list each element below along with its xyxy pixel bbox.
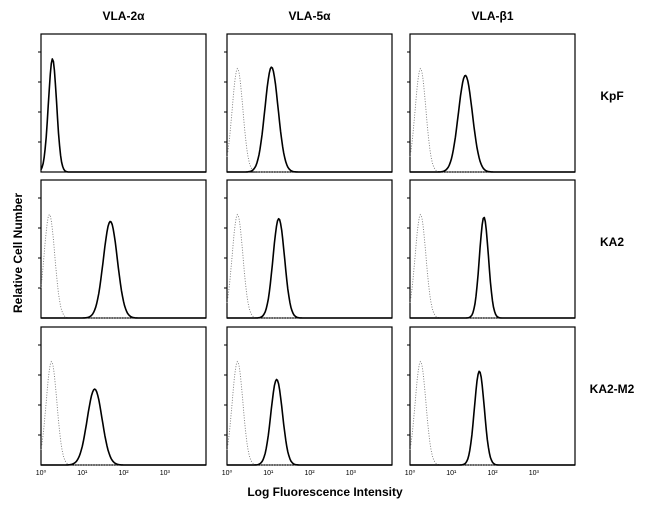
panel-frame xyxy=(409,33,576,173)
stained-histogram xyxy=(410,74,575,173)
x-tick-label: 10¹ xyxy=(263,470,274,477)
stained-histogram xyxy=(410,216,575,319)
panel-ka2-vla-1 xyxy=(407,179,576,319)
panel-ka2-vla-5 xyxy=(224,179,393,319)
x-tick-label: 10² xyxy=(487,470,498,477)
panel-frame xyxy=(40,326,207,466)
stained-histogram xyxy=(40,58,206,173)
row-labels: KpF KA2 KA2-M2 xyxy=(590,89,635,396)
panel-ka2-m2-vla-5 xyxy=(224,326,393,466)
panel-frame xyxy=(226,33,393,173)
column-titles: VLA-2α VLA-5α VLA-β1 xyxy=(102,9,513,23)
x-tick-label: 10¹ xyxy=(446,470,457,477)
panel-frame xyxy=(40,179,207,319)
x-tick-label: 10⁰ xyxy=(222,469,233,477)
control-histogram xyxy=(409,360,575,466)
panel-frame xyxy=(226,326,393,466)
row-label-kpf: KpF xyxy=(600,89,623,103)
panel-ka2-m2-vla-1 xyxy=(407,326,576,466)
stained-histogram xyxy=(227,378,392,466)
column-title-vla-1: VLA-β1 xyxy=(472,9,514,23)
x-tick-label: 10³ xyxy=(346,470,357,477)
panel-kpf-vla-5 xyxy=(224,33,393,173)
x-tick-labels: 10⁰ 10¹ 10² 10³ 10⁰ 10¹ 10² 10³ 10⁰ 10¹ 10² 10³ xyxy=(36,469,540,477)
y-axis-title: Relative Cell Number xyxy=(11,193,25,313)
stained-histogram xyxy=(227,217,392,319)
x-tick-label: 10² xyxy=(118,470,129,477)
column-title-vla-2: VLA-2α xyxy=(102,9,145,23)
stained-histogram xyxy=(41,388,206,466)
x-tick-label: 10³ xyxy=(160,470,171,477)
row-label-ka2-m2: KA2-M2 xyxy=(590,382,635,396)
x-tick-label: 10⁰ xyxy=(36,469,47,477)
panel-grid xyxy=(38,33,576,466)
x-tick-label: 10¹ xyxy=(77,470,88,477)
panel-frame xyxy=(40,33,207,173)
panel-kpf-vla-2 xyxy=(38,33,207,173)
control-histogram xyxy=(226,67,392,173)
panel-frame xyxy=(409,326,576,466)
x-tick-label: 10⁰ xyxy=(405,469,416,477)
control-histogram xyxy=(226,213,392,319)
panel-ka2-m2-vla-2 xyxy=(38,326,207,466)
x-axis-title: Log Fluorescence Intensity xyxy=(247,485,403,499)
x-tick-label: 10³ xyxy=(529,470,540,477)
x-tick-label: 10² xyxy=(304,470,315,477)
control-histogram xyxy=(409,67,575,173)
control-histogram xyxy=(226,360,392,466)
row-label-ka2: KA2 xyxy=(600,235,624,249)
stained-histogram xyxy=(41,220,206,319)
panel-kpf-vla-1 xyxy=(407,33,576,173)
panel-ka2-vla-2 xyxy=(38,179,207,319)
stained-histogram xyxy=(410,370,575,466)
control-histogram xyxy=(40,360,206,466)
column-title-vla-5: VLA-5α xyxy=(288,9,331,23)
stained-histogram xyxy=(227,66,392,173)
panel-frame xyxy=(226,179,393,319)
